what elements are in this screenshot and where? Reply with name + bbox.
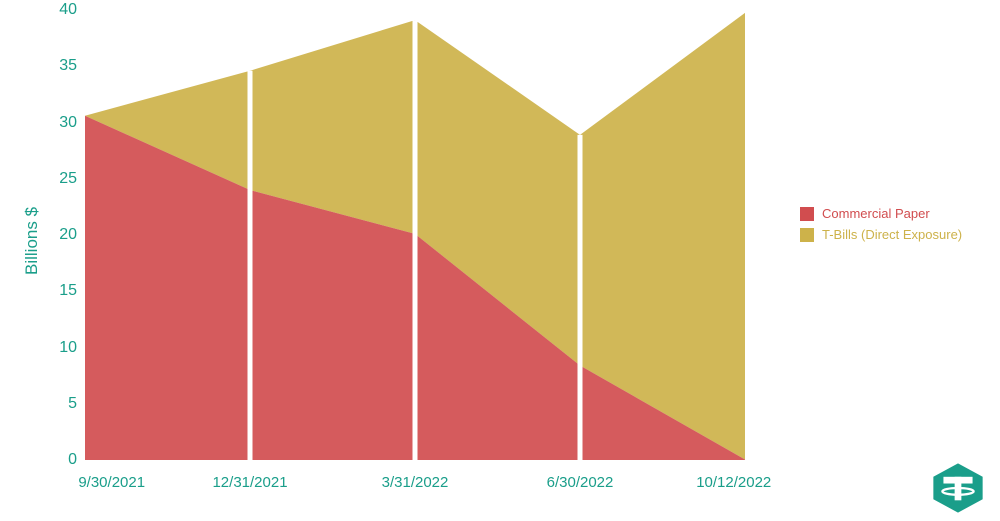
x-tick-label: 10/12/2022 xyxy=(696,474,771,491)
y-tick-label: 35 xyxy=(59,57,77,75)
legend: Commercial Paper T-Bills (Direct Exposure… xyxy=(800,200,962,248)
x-tick-label: 6/30/2022 xyxy=(547,474,614,491)
legend-item: Commercial Paper xyxy=(800,206,962,221)
y-tick-label: 0 xyxy=(68,451,77,469)
stacked-area-svg xyxy=(85,10,745,460)
tether-logo xyxy=(930,460,986,516)
x-tick-label: 12/31/2021 xyxy=(212,474,287,491)
y-axis-title: Billions $ xyxy=(22,207,42,275)
legend-label: T-Bills (Direct Exposure) xyxy=(822,227,962,242)
y-tick-label: 20 xyxy=(59,226,77,244)
legend-swatch xyxy=(800,207,814,221)
reserve-composition-chart: Billions $ 0 5 10 15 20 25 30 35 40 9/30/2021 12/… xyxy=(0,0,1000,521)
tether-logo-icon xyxy=(930,460,986,516)
y-tick-label: 30 xyxy=(59,114,77,132)
plot-area xyxy=(85,10,745,460)
y-tick-label: 15 xyxy=(59,282,77,300)
y-tick-label: 10 xyxy=(59,339,77,357)
x-tick-label: 9/30/2021 xyxy=(78,474,145,491)
y-tick-label: 40 xyxy=(59,1,77,19)
x-tick-label: 3/31/2022 xyxy=(382,474,449,491)
y-tick-label: 5 xyxy=(68,395,77,413)
legend-item: T-Bills (Direct Exposure) xyxy=(800,227,962,242)
y-tick-label: 25 xyxy=(59,170,77,188)
legend-swatch xyxy=(800,228,814,242)
legend-label: Commercial Paper xyxy=(822,206,930,221)
